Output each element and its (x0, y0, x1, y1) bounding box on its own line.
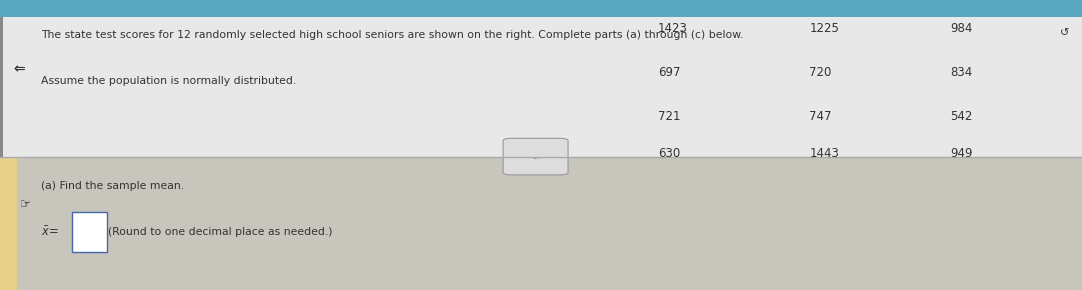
Text: The state test scores for 12 randomly selected high school seniors are shown on : The state test scores for 12 randomly se… (41, 30, 743, 40)
Text: 720: 720 (809, 66, 832, 79)
Bar (0, 17, 1082, 157)
Text: ⇐: ⇐ (13, 63, 25, 77)
Text: (Round to one decimal place as needed.): (Round to one decimal place as needed.) (108, 227, 332, 237)
Text: ☞: ☞ (19, 198, 30, 211)
Bar (0, 157, 1082, 290)
Text: ↺: ↺ (1059, 28, 1069, 37)
Bar (0, 157, 17, 290)
Text: 630: 630 (658, 147, 681, 160)
Text: (a) Find the sample mean.: (a) Find the sample mean. (41, 181, 184, 191)
Text: ...: ... (532, 152, 539, 161)
Text: 984: 984 (950, 23, 973, 35)
Text: 1443: 1443 (809, 147, 840, 160)
Text: 834: 834 (950, 66, 973, 79)
Bar (0, 0, 1082, 17)
Text: 1423: 1423 (658, 23, 688, 35)
FancyBboxPatch shape (503, 138, 568, 175)
Text: Assume the population is normally distributed.: Assume the population is normally distri… (41, 76, 296, 86)
Text: $\bar{x}$=: $\bar{x}$= (41, 225, 58, 239)
Text: 1225: 1225 (809, 23, 840, 35)
Text: 542: 542 (950, 110, 973, 122)
Text: 697: 697 (658, 66, 681, 79)
Text: 747: 747 (809, 110, 832, 122)
Text: 721: 721 (658, 110, 681, 122)
Text: 949: 949 (950, 147, 973, 160)
Bar (0, 17, 3, 157)
FancyBboxPatch shape (72, 212, 107, 252)
